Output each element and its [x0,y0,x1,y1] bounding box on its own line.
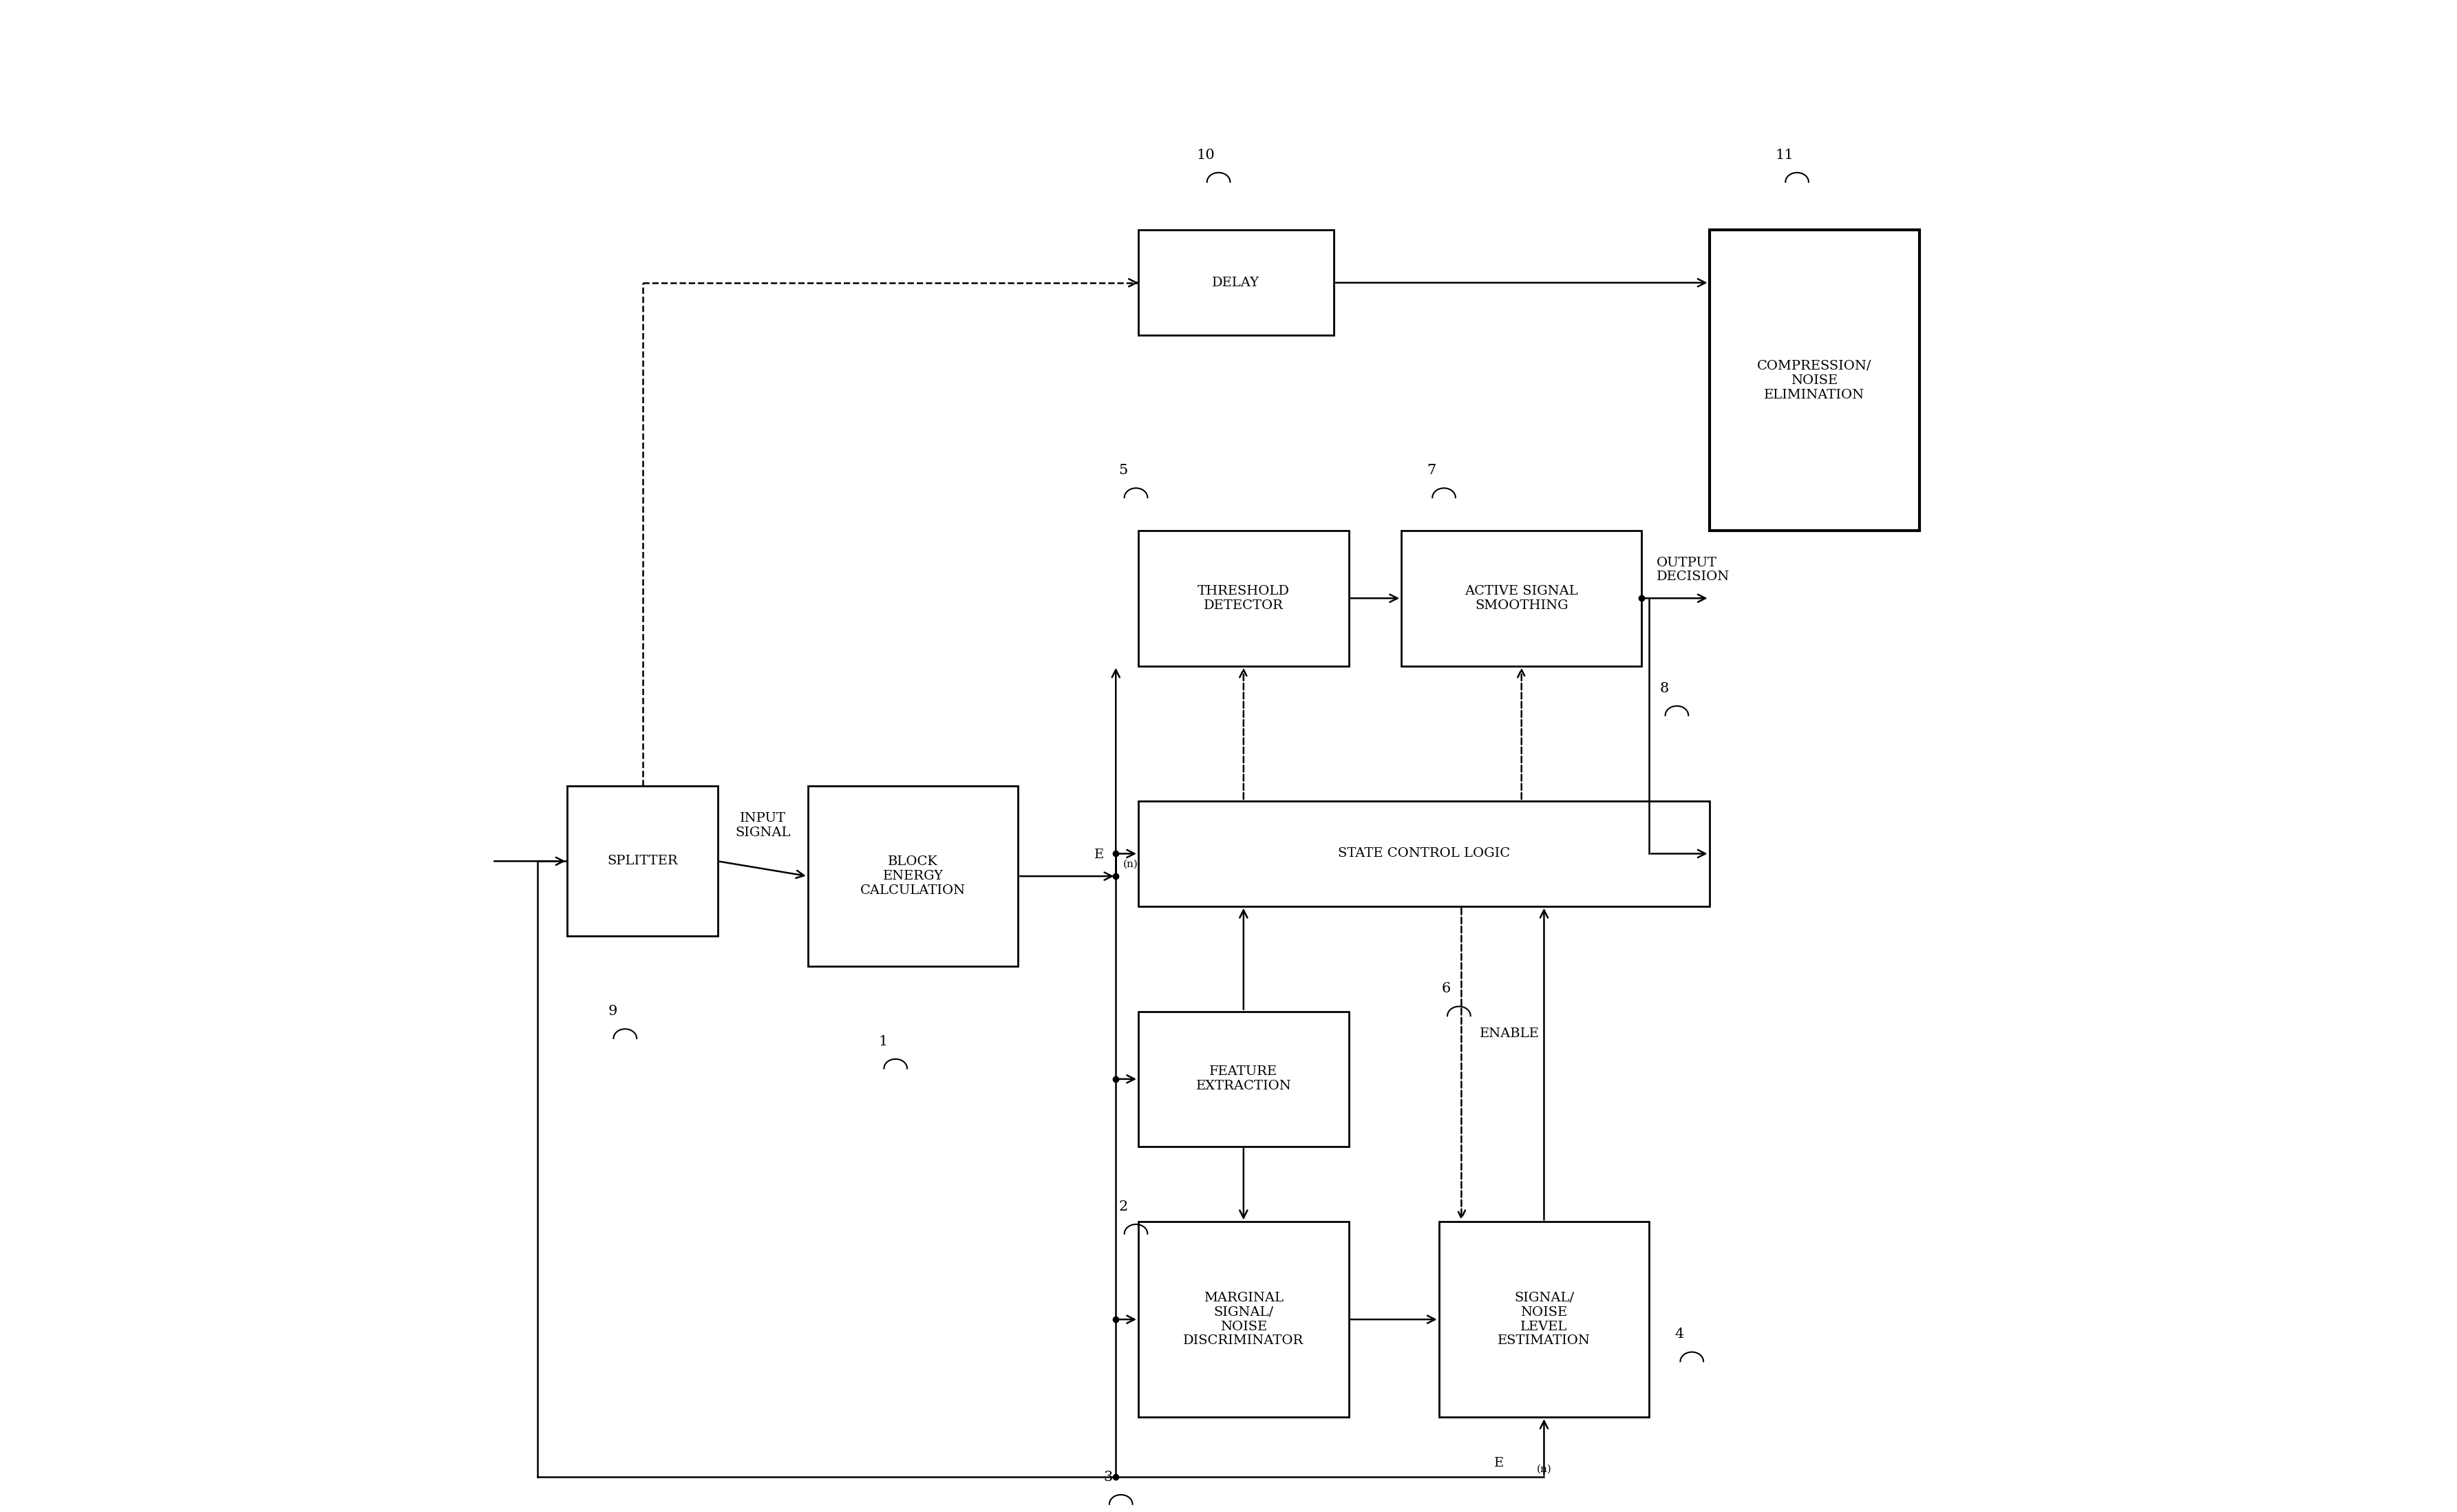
FancyBboxPatch shape [1138,1012,1349,1146]
Text: 5: 5 [1118,464,1128,478]
Text: 4: 4 [1676,1328,1683,1341]
FancyBboxPatch shape [1138,230,1334,336]
FancyBboxPatch shape [1138,801,1710,906]
FancyBboxPatch shape [1138,1222,1349,1417]
Text: 7: 7 [1428,464,1435,478]
Text: SPLITTER: SPLITTER [607,854,678,868]
Text: 1: 1 [877,1034,887,1048]
Text: STATE CONTROL LOGIC: STATE CONTROL LOGIC [1337,847,1511,860]
FancyBboxPatch shape [1400,531,1641,665]
FancyBboxPatch shape [1440,1222,1649,1417]
Text: THRESHOLD
DETECTOR: THRESHOLD DETECTOR [1197,585,1290,611]
Text: (n): (n) [1123,859,1138,869]
Text: OUTPUT
DECISION: OUTPUT DECISION [1656,556,1730,584]
Text: 3: 3 [1103,1471,1113,1483]
Text: MARGINAL
SIGNAL/
NOISE
DISCRIMINATOR: MARGINAL SIGNAL/ NOISE DISCRIMINATOR [1184,1291,1305,1347]
Text: SIGNAL/
NOISE
LEVEL
ESTIMATION: SIGNAL/ NOISE LEVEL ESTIMATION [1499,1291,1590,1347]
FancyBboxPatch shape [568,786,717,936]
Text: 2: 2 [1118,1201,1128,1213]
Text: 6: 6 [1442,983,1452,995]
Text: (n): (n) [1536,1465,1550,1474]
Text: INPUT
SIGNAL: INPUT SIGNAL [735,812,791,839]
Text: DELAY: DELAY [1211,277,1260,289]
FancyBboxPatch shape [808,786,1017,966]
Text: COMPRESSION/
NOISE
ELIMINATION: COMPRESSION/ NOISE ELIMINATION [1757,360,1872,401]
Text: 9: 9 [607,1005,617,1018]
FancyBboxPatch shape [1138,531,1349,665]
Text: E: E [1093,848,1103,862]
Text: ENABLE: ENABLE [1479,1028,1538,1040]
Text: BLOCK
ENERGY
CALCULATION: BLOCK ENERGY CALCULATION [860,856,966,897]
FancyBboxPatch shape [1710,230,1919,531]
Text: 10: 10 [1197,148,1216,162]
Text: FEATURE
EXTRACTION: FEATURE EXTRACTION [1197,1066,1292,1092]
Text: 11: 11 [1776,148,1794,162]
Text: E: E [1494,1458,1504,1470]
Text: ACTIVE SIGNAL
SMOOTHING: ACTIVE SIGNAL SMOOTHING [1464,585,1577,611]
Text: 8: 8 [1658,682,1668,696]
